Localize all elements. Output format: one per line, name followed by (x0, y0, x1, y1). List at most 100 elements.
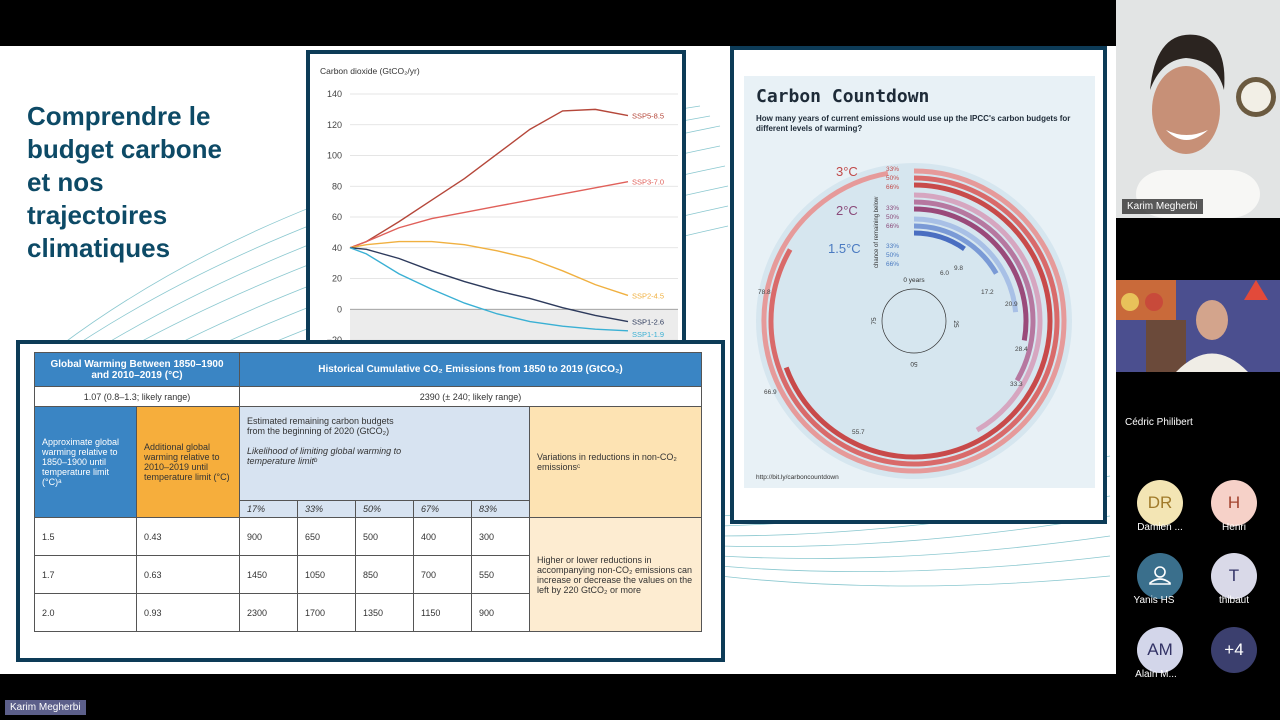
avatar-label-henri: Henri (1222, 522, 1246, 533)
avatar-yanis[interactable] (1137, 553, 1183, 599)
shared-slide: Comprendre le budget carbone et nos traject… (0, 46, 1116, 674)
cell-additional: 0.63 (136, 555, 240, 594)
avatar-initials: AM (1147, 640, 1173, 659)
table-row: 1.5 0.43 900 650 500 400 300 Higher or l… (34, 517, 702, 632)
countdown-ring (761, 168, 1067, 474)
center-label-50: 50 (910, 360, 918, 367)
series-line-ssp1-1-9 (349, 247, 629, 332)
temp-1-5c: 1.5°C (828, 241, 861, 256)
cell-additional: 0.93 (136, 593, 240, 632)
center-label-75: 75 (871, 317, 878, 325)
speaker-name-tag: Karim Megherbi (1122, 199, 1203, 214)
cell-budget: 400 (413, 517, 472, 556)
cedric-name: Cédric Philibert (1125, 417, 1193, 428)
series-label: SSP3-7.0 (632, 178, 664, 187)
cell-warming: 2.0 (34, 593, 137, 632)
cell-budget: 650 (297, 517, 356, 556)
pct-1-5c-33: 33% (886, 243, 899, 250)
cell-budget: 1150 (413, 593, 472, 632)
countdown-ring (913, 223, 999, 275)
chance-label: chance of remaining below (874, 196, 880, 268)
remaining-budgets-label: Estimated remaining carbon budgets from … (247, 416, 394, 436)
avatar-label-damien: Damien ... (1137, 522, 1183, 533)
header-global-warming: Global Warming Between 1850–1900 and 201… (34, 352, 240, 387)
countdown-ring (913, 216, 1019, 313)
video-tile-karim[interactable]: Karim Megherbi (1116, 0, 1280, 218)
arc-val-6-0: 6.0 (940, 270, 949, 277)
col-approx-warming: Approximate global warming relative to 1… (34, 406, 137, 518)
arc-val-55-7: 55.7 (852, 429, 865, 436)
co2-emissions-chart: Carbon dioxide (GtCO₂/yr) 140 120 100 80 60 4… (320, 66, 678, 345)
series-line-ssp3-7-0 (349, 180, 629, 249)
cell-budget: 1450 (239, 555, 298, 594)
pct-1-5c-66: 66% (886, 261, 899, 268)
series-label: SSP1-1.9 (632, 330, 664, 339)
carbon-budget-table-panel: Global Warming Between 1850–1900 and 201… (16, 340, 725, 662)
emissions-range: 2390 (± 240; likely range) (239, 386, 702, 407)
avatar-initials: H (1227, 493, 1241, 512)
arc-val-9-8: 9.8 (954, 265, 963, 272)
avatar-damien[interactable]: DR (1137, 480, 1183, 526)
avatar-initials: T (1228, 566, 1240, 585)
arc-val-78-8: 78.8 (758, 289, 771, 296)
countdown-subtitle: How many years of current emissions woul… (756, 114, 1071, 133)
avatar-initials: DR (1147, 493, 1173, 512)
user-icon (1149, 566, 1171, 585)
avatar-label-alain: Alain M... (1135, 669, 1177, 680)
pct-2c-50: 50% (886, 214, 899, 221)
slide-title: Comprendre le budget carbone et nos traject… (27, 101, 223, 263)
y-tick-label: 60 (332, 212, 342, 222)
series-line-ssp1-2-6 (349, 247, 629, 323)
pct-1-5c-50: 50% (886, 252, 899, 259)
arc-val-20-9: 20.9 (1005, 301, 1018, 308)
pct-3c-33: 33% (886, 166, 899, 173)
countdown-ring (913, 206, 1029, 341)
arc-val-17-2: 17.2 (981, 289, 994, 296)
avatar-alain[interactable]: AM (1137, 627, 1183, 673)
avatar-henri[interactable]: H (1211, 480, 1257, 526)
co2-emissions-chart-panel: Carbon dioxide (GtCO₂/yr) 140 120 100 80 60 4… (306, 50, 686, 350)
arc-val-66-9: 66.9 (764, 389, 777, 396)
video-tile-cedric[interactable] (1116, 280, 1280, 372)
y-tick-label: 120 (327, 120, 342, 130)
cell-budget: 900 (239, 517, 298, 556)
cell-budget: 300 (471, 517, 530, 556)
avatar-label-thibaut: thibaut (1218, 595, 1250, 606)
likelihood-83: 83% (471, 500, 530, 518)
chart-ylabel: Carbon dioxide (GtCO₂/yr) (320, 66, 420, 76)
y-tick-label: 0 (337, 304, 342, 314)
avatar-initials: +4 (1224, 640, 1244, 659)
series-label: SSP2-4.5 (632, 291, 664, 300)
series-label: SSP1-2.6 (632, 318, 664, 327)
avatar-label-yanis: Yanis HS (1133, 595, 1175, 606)
cell-budget: 700 (413, 555, 472, 594)
y-tick-label: 100 (327, 151, 342, 161)
countdown-rings: 0 years 25 50 75 3°C 2°C 1.5°C chance of… (756, 163, 1072, 479)
center-label-25: 25 (952, 320, 959, 328)
likelihood-33: 33% (297, 500, 356, 518)
likelihood-50: 50% (355, 500, 414, 518)
countdown-ring (768, 175, 1060, 467)
cedric-video (1116, 280, 1280, 372)
header-historical-emissions: Historical Cumulative CO₂ Emissions from… (239, 352, 702, 387)
countdown-ring (783, 182, 1053, 460)
carbon-budget-table: Global Warming Between 1850–1900 and 201… (34, 352, 702, 632)
arc-val-28-4: 28.4 (1015, 346, 1028, 353)
series-label: SSP5-8.5 (632, 112, 664, 121)
cell-budget: 1700 (297, 593, 356, 632)
table-row: 2.0 0.93 2300 1700 1350 1150 900 (34, 593, 702, 632)
col-remaining-budgets: Estimated remaining carbon budgets from … (239, 406, 530, 501)
countdown-ring (913, 199, 1036, 382)
pct-2c-33: 33% (886, 205, 899, 212)
y-tick-label: 80 (332, 181, 342, 191)
cell-budget: 900 (471, 593, 530, 632)
cell-budget: 850 (355, 555, 414, 594)
temp-2c: 2°C (836, 203, 858, 218)
pct-3c-66: 66% (886, 184, 899, 191)
carbon-countdown-graphic: Carbon Countdown How many years of curre… (744, 76, 1095, 488)
more-participants-button[interactable]: +4 (1211, 627, 1257, 673)
countdown-ring (913, 192, 1043, 433)
y-tick-label: 40 (332, 243, 342, 253)
likelihood-17: 17% (239, 500, 298, 518)
avatar-thibaut[interactable]: T (1211, 553, 1257, 599)
